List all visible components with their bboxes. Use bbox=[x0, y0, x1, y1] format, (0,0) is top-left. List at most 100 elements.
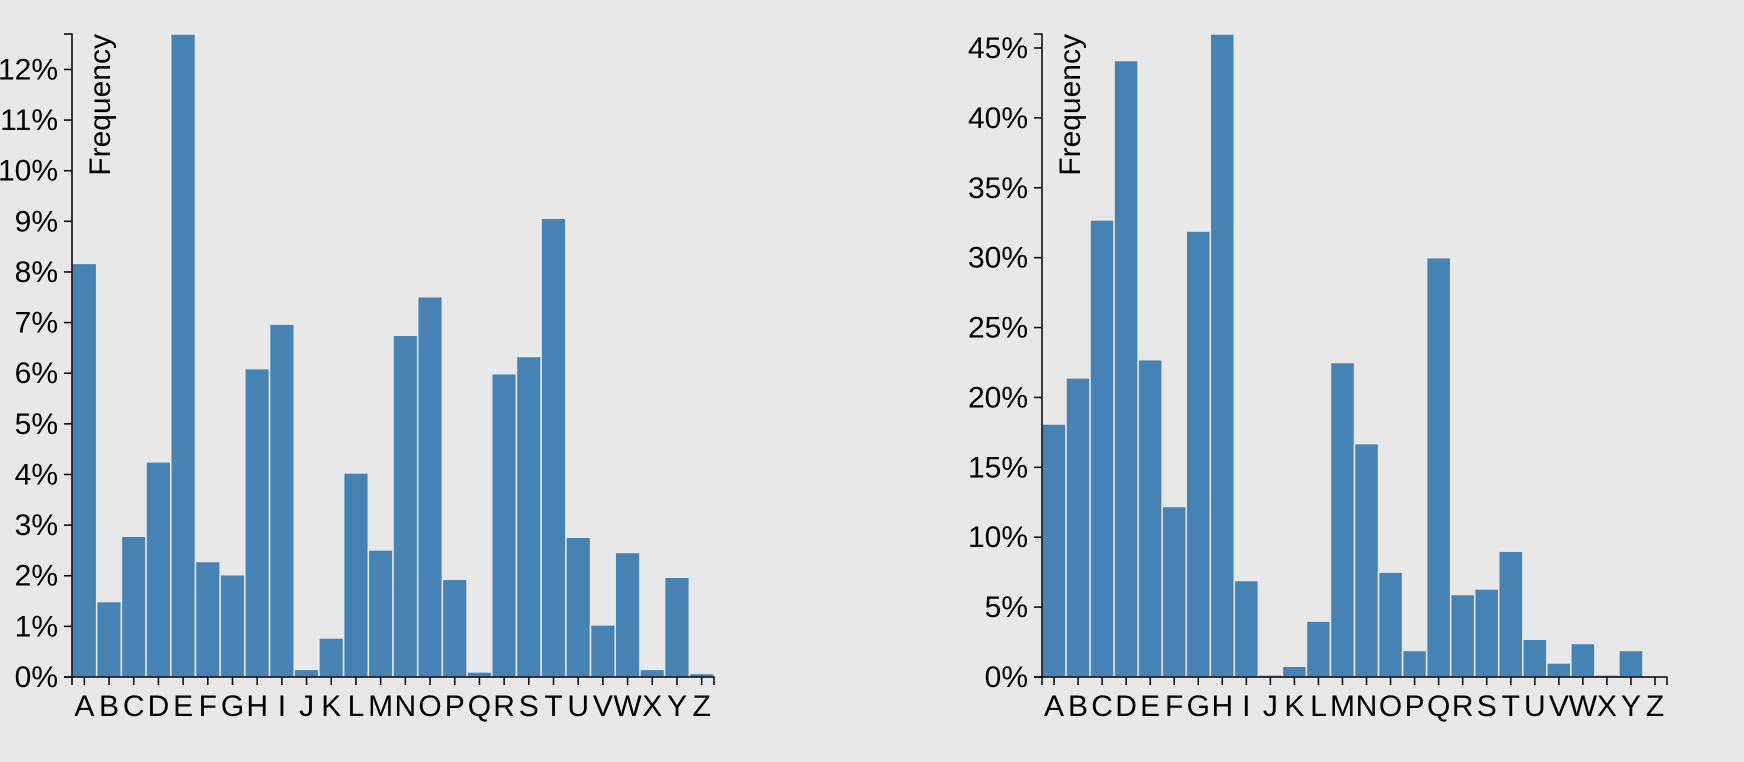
bar-o bbox=[1377, 571, 1404, 678]
y-tick-label: 25% bbox=[968, 312, 1028, 345]
bar-r bbox=[1449, 593, 1476, 678]
bar-q bbox=[1425, 256, 1452, 678]
x-tick-label: N bbox=[395, 690, 417, 723]
x-tick-label: W bbox=[1569, 690, 1598, 723]
bar-p bbox=[441, 578, 468, 678]
bar-j bbox=[293, 668, 320, 678]
x-tick-label: Z bbox=[692, 690, 710, 723]
y-tick-label: 1% bbox=[15, 610, 58, 643]
y-tick-label: 30% bbox=[968, 242, 1028, 275]
x-tick-label: F bbox=[199, 690, 217, 723]
x-tick-label: Q bbox=[468, 690, 491, 723]
y-axis-line bbox=[1034, 33, 1043, 678]
bar-m bbox=[367, 549, 394, 678]
x-tick-label: A bbox=[1044, 690, 1064, 723]
bar-y bbox=[663, 576, 691, 678]
y-tick-label: 20% bbox=[968, 381, 1028, 414]
bar-s bbox=[515, 355, 542, 678]
bar-q bbox=[466, 671, 493, 678]
x-tick-label: C bbox=[1091, 690, 1113, 723]
x-tick-label: V bbox=[1549, 690, 1569, 723]
x-tick-label: H bbox=[246, 690, 268, 723]
bar-x bbox=[639, 668, 666, 678]
y-tick-label: 6% bbox=[15, 357, 58, 390]
bar-w bbox=[614, 551, 641, 678]
y-tick-label: 3% bbox=[15, 509, 58, 542]
x-tick-label: E bbox=[173, 690, 193, 723]
y-axis-label: Frequency bbox=[1054, 34, 1087, 176]
bar-l bbox=[1305, 620, 1332, 678]
x-axis-line bbox=[1041, 676, 1668, 685]
x-tick-label: M bbox=[1330, 690, 1355, 723]
bar-t bbox=[1497, 550, 1524, 678]
x-tick-label: F bbox=[1165, 690, 1183, 723]
y-tick-label: 10% bbox=[0, 155, 58, 188]
x-tick-label: Y bbox=[667, 690, 687, 723]
x-tick-label: B bbox=[99, 690, 119, 723]
bar-n bbox=[1353, 442, 1380, 678]
bar-k bbox=[1281, 665, 1308, 678]
bar-d bbox=[1113, 59, 1139, 678]
x-tick-label: X bbox=[642, 690, 662, 723]
x-tick-label: D bbox=[1115, 690, 1137, 723]
bar-v bbox=[1546, 662, 1572, 678]
bar-r bbox=[491, 372, 518, 678]
bar-u bbox=[565, 536, 592, 678]
x-tick-label: L bbox=[1310, 690, 1327, 723]
x-tick-label: A bbox=[74, 690, 94, 723]
y-tick-label: 5% bbox=[985, 591, 1028, 624]
x-tick-label: R bbox=[1452, 690, 1474, 723]
bar-a bbox=[1041, 423, 1067, 678]
bar-chart-left: 0% 1% 2% 3% 4% 5% 6% 7% 8% 9% 10% 11% 12% A B C D E F G H I J K… bbox=[0, 33, 715, 723]
bar-e bbox=[170, 33, 197, 678]
x-tick-label: I bbox=[278, 690, 286, 723]
x-tick-label: O bbox=[1379, 690, 1402, 723]
bar-w bbox=[1570, 642, 1596, 678]
bar-s bbox=[1473, 588, 1500, 678]
x-tick-label: L bbox=[348, 690, 365, 723]
bar-h bbox=[244, 367, 271, 678]
y-tick-label: 0% bbox=[985, 661, 1028, 694]
bar-n bbox=[392, 334, 419, 678]
x-tick-label: J bbox=[1263, 690, 1278, 723]
y-tick-label: 15% bbox=[968, 451, 1028, 484]
bar-g bbox=[1185, 230, 1212, 678]
y-tick-label: 11% bbox=[0, 104, 58, 137]
bar-b bbox=[1065, 377, 1091, 678]
x-tick-label: T bbox=[544, 690, 562, 723]
y-tick-label: 5% bbox=[15, 408, 58, 441]
bar-chart-right: 0% 5% 10% 15% 20% 25% 30% 35% 40% 45% A B C D E F G H I J K L… bbox=[968, 32, 1668, 723]
x-tick-label: P bbox=[445, 690, 465, 723]
x-tick-label: M bbox=[368, 690, 393, 723]
bar-h bbox=[1209, 33, 1236, 678]
y-tick-label: 0% bbox=[15, 661, 58, 694]
y-tick-label: 40% bbox=[968, 102, 1028, 135]
x-tick-label: U bbox=[567, 690, 589, 723]
x-tick-label: J bbox=[299, 690, 314, 723]
bar-m bbox=[1329, 361, 1356, 678]
bar-d bbox=[145, 461, 172, 678]
y-axis-label: Frequency bbox=[84, 34, 117, 176]
x-tick-label: T bbox=[1502, 690, 1520, 723]
x-tick-label: X bbox=[1597, 690, 1617, 723]
bar-y bbox=[1618, 649, 1644, 678]
bar-f bbox=[194, 560, 221, 678]
x-tick-label: V bbox=[593, 690, 613, 723]
bar-e bbox=[1137, 358, 1163, 678]
bar-i bbox=[268, 323, 295, 678]
x-tick-label: W bbox=[613, 690, 642, 723]
x-tick-label: O bbox=[418, 690, 441, 723]
x-tick-label: G bbox=[221, 690, 244, 723]
bar-a bbox=[71, 262, 98, 678]
y-tick-label: 8% bbox=[15, 256, 58, 289]
x-tick-label: Q bbox=[1427, 690, 1450, 723]
bar-c bbox=[1089, 219, 1115, 678]
bar-p bbox=[1401, 649, 1428, 678]
x-tick-label: N bbox=[1356, 690, 1378, 723]
bar-g bbox=[219, 573, 246, 678]
y-tick-label: 2% bbox=[15, 560, 58, 593]
x-tick-label: S bbox=[519, 690, 539, 723]
x-tick-label: P bbox=[1405, 690, 1425, 723]
y-tick-label: 9% bbox=[15, 205, 58, 238]
